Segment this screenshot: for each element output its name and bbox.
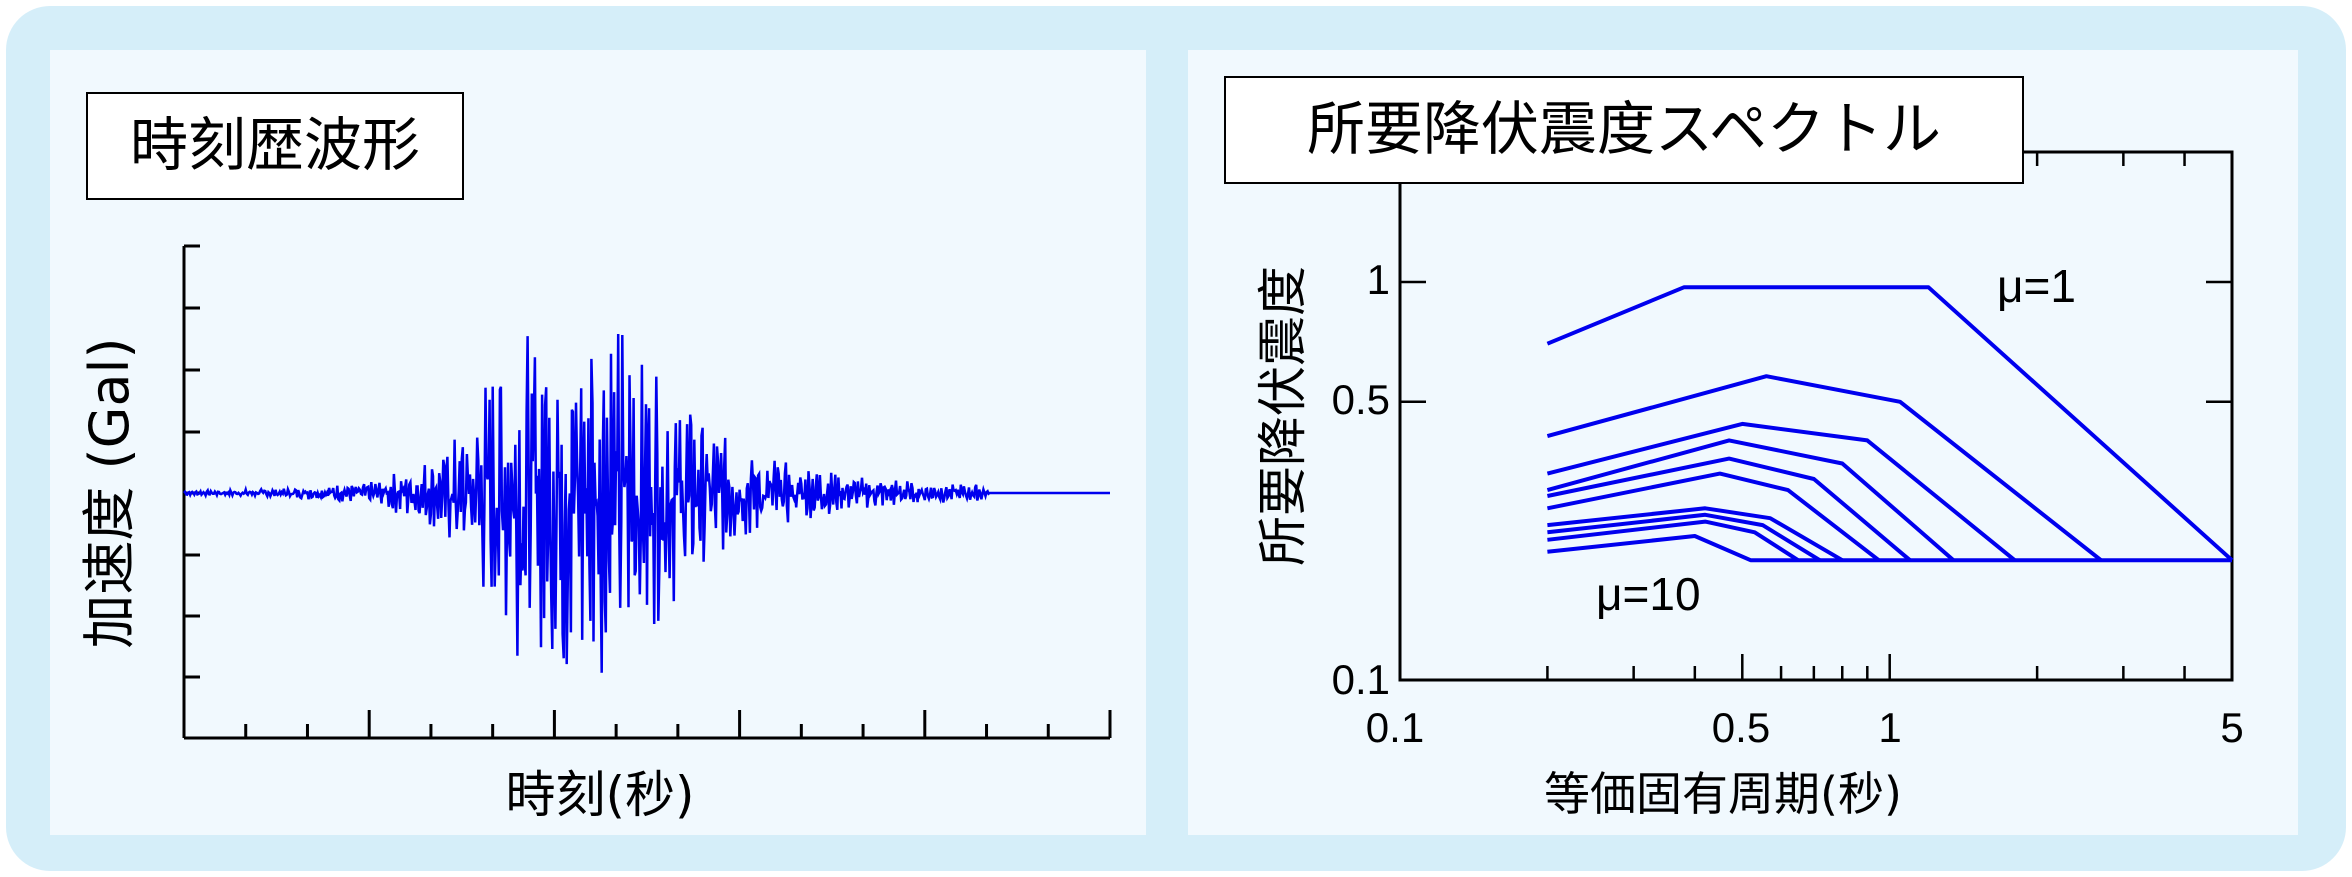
right-x-label: 等価固有周期(秒): [1544, 767, 1902, 821]
y-tick-label-1: 1: [1367, 256, 1390, 303]
acceleration-waveform: [183, 333, 1110, 673]
label-mu-1: μ=1: [1997, 260, 2076, 312]
left-title-box: 時刻歴波形: [86, 92, 464, 200]
spectrum-line-10: [1547, 534, 2232, 563]
y-tick-label-0.1: 0.1: [1332, 656, 1390, 703]
x-tick-label-0.1: 0.1: [1366, 704, 1424, 751]
right-title-box: 所要降伏震度スペクトル: [1224, 76, 2024, 184]
left-y-ticks: [184, 244, 200, 679]
spectrum-line-8: [1547, 512, 1821, 562]
spectrum-line-7: [1547, 506, 1844, 562]
time-history-chart: 時刻(秒) 加速度 (Gal): [78, 244, 1112, 824]
spectrum-line-3: [1546, 421, 2016, 562]
left-title: 時刻歴波形: [129, 111, 420, 179]
left-x-ticks: [244, 710, 1112, 738]
spectrum-series: [1546, 285, 2234, 563]
x-tick-label-1: 1: [1878, 704, 1901, 751]
plot-frame: [1398, 150, 2234, 682]
right-title: 所要降伏震度スペクトル: [1307, 95, 1941, 163]
label-mu-10: μ=10: [1596, 568, 1701, 620]
left-y-label: 加速度 (Gal): [78, 337, 141, 648]
x-tick-label-0.5: 0.5: [1712, 704, 1770, 751]
spectrum-line-1: [1546, 285, 2234, 562]
spectrum-line-4: [1546, 438, 1955, 562]
spectrum-line-9: [1547, 519, 1800, 562]
spectrum-chart: μ=1 μ=10 0.1 0.5 1 5 1 0.5 0.1 等価固有周期(秒)…: [1254, 150, 2244, 821]
spectrum-line-6: [1547, 471, 1881, 562]
right-y-label: 所要降伏震度: [1254, 266, 1312, 566]
spectrum-ticks: [1400, 152, 2232, 680]
spectrum-line-2: [1546, 374, 2103, 562]
y-tick-label-0.5: 0.5: [1332, 376, 1390, 423]
x-tick-label-5: 5: [2220, 704, 2243, 751]
left-x-label: 時刻(秒): [505, 766, 694, 824]
spectrum-line-5: [1546, 456, 1912, 562]
